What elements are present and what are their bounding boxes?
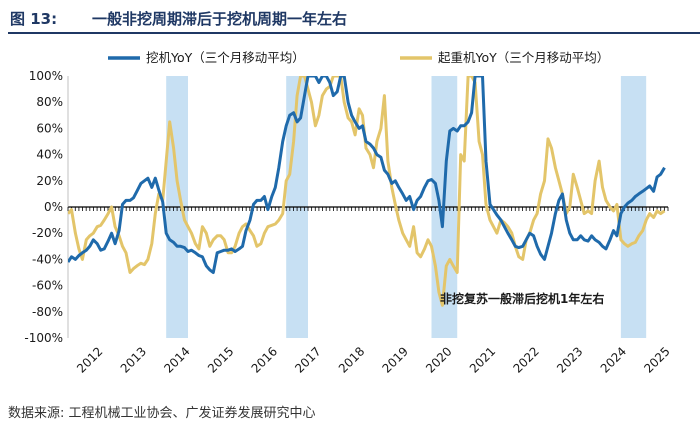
y-tick-label: -100% xyxy=(24,331,63,345)
legend-label-crane: 起重机YoY（三个月移动平均） xyxy=(438,50,609,65)
chart: 100%80%60%40%20%0%-20%-40%-60%-80%-100% … xyxy=(24,50,673,376)
y-tick-label: 80% xyxy=(36,95,63,109)
y-tick-labels: 100% 80% 60% 40% 20% 0% -20% -40% -60% -80% -100% xyxy=(24,69,63,345)
y-tick-label: -80% xyxy=(32,305,63,319)
x-tick-label: 2018 xyxy=(336,344,367,375)
figure-title: 一般非挖周期滞后于挖机周期一年左右 xyxy=(92,10,348,28)
source-label: 数据来源: xyxy=(8,406,65,421)
legend: 挖机YoY（三个月移动平均） 起重机YoY（三个月移动平均） xyxy=(108,50,609,65)
series-lines xyxy=(68,76,666,307)
x-tick-label: 2013 xyxy=(118,344,149,375)
figure-header: 图 13: 一般非挖周期滞后于挖机周期一年左右 xyxy=(8,6,700,34)
y-tick-label: 100% xyxy=(29,69,63,83)
x-tick-label: 2020 xyxy=(423,344,454,375)
y-tick-label: 20% xyxy=(36,174,63,188)
x-tick-label: 2023 xyxy=(554,344,585,375)
source-text: 工程机械工业协会、广发证券发展研究中心 xyxy=(68,406,316,421)
x-tick-label: 2019 xyxy=(380,344,411,375)
y-tick-label: -20% xyxy=(32,226,63,240)
y-tick-label: -40% xyxy=(32,252,63,266)
y-tick-label: 0% xyxy=(44,200,63,214)
y-tick-label: -60% xyxy=(32,279,63,293)
legend-label-excavator: 挖机YoY（三个月移动平均） xyxy=(146,50,305,65)
x-tick-label: 2016 xyxy=(249,344,280,375)
series-line-excavator xyxy=(68,76,666,274)
x-tick-label: 2014 xyxy=(161,344,192,375)
x-tick-label: 2015 xyxy=(205,344,236,375)
figure-label: 图 13: xyxy=(10,10,58,28)
zero-line-ticks xyxy=(67,207,669,211)
annotation: 非挖复苏一般滞后挖机1年左右 xyxy=(440,291,604,306)
x-tick-label: 2021 xyxy=(467,344,498,375)
x-tick-label: 2022 xyxy=(510,344,541,375)
source-line: 数据来源: 工程机械工业协会、广发证券发展研究中心 xyxy=(8,402,316,421)
x-tick-label: 2012 xyxy=(74,344,105,375)
x-tick-labels: 2012 2013 2014 2015 2016 2017 2018 2019 2020 2021… xyxy=(74,344,673,375)
title-divider xyxy=(8,32,700,34)
y-tick-label: 60% xyxy=(36,121,63,135)
x-tick-label: 2017 xyxy=(292,344,323,375)
y-tick-label: 40% xyxy=(36,148,63,162)
x-tick-label: 2025 xyxy=(641,344,672,375)
x-tick-label: 2024 xyxy=(598,344,629,375)
